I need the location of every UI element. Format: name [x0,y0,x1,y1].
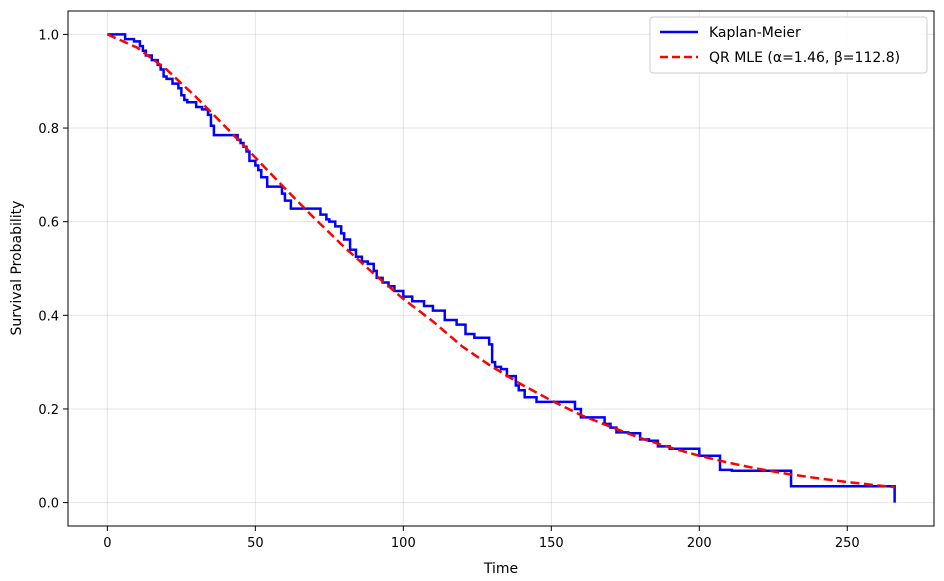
y-tick-label: 0.6 [38,216,59,231]
y-axis-label: Survival Probability [9,201,25,336]
y-tick-label: 0.8 [38,122,59,137]
plot-frame [67,10,935,527]
kaplan-meier-curve [107,33,896,503]
x-tick-label: 250 [835,536,860,551]
y-tick-label: 1.0 [38,28,59,43]
x-tick-label: 100 [391,536,416,551]
y-tick-label: 0.0 [38,497,59,512]
legend-frame [649,16,928,74]
x-tick-label: 50 [247,536,264,551]
qr-mle-curve [106,33,895,489]
x-tick-label: 150 [539,536,564,551]
legend: Kaplan-Meier QR MLE (α=1.46, β=112.8) [649,16,928,74]
x-axis-label: Time [483,561,518,577]
legend-label-kaplan-meier: Kaplan-Meier [709,25,801,41]
grid [68,11,934,526]
y-tick-label: 0.4 [38,309,59,324]
ticks: 0 50 100 150 200 250 0.0 0.2 0.4 0.6 0.8 1.0 [38,28,859,551]
y-tick-label: 0.2 [38,403,59,418]
x-tick-label: 200 [687,536,712,551]
x-tick-label: 0 [103,536,111,551]
legend-label-qr-mle: QR MLE (α=1.46, β=112.8) [709,50,900,66]
series-layer [106,33,896,503]
